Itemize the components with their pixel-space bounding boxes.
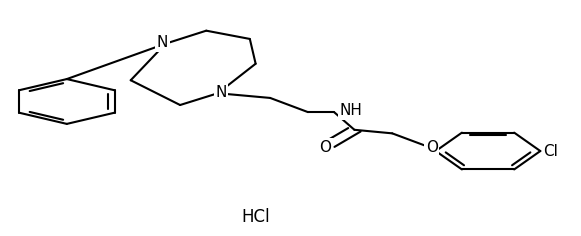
Text: N: N	[157, 35, 168, 50]
Text: NH: NH	[340, 103, 363, 118]
Text: HCl: HCl	[241, 208, 270, 226]
Text: O: O	[320, 139, 331, 155]
Text: Cl: Cl	[543, 143, 558, 159]
Text: O: O	[426, 140, 437, 155]
Text: N: N	[215, 84, 227, 100]
